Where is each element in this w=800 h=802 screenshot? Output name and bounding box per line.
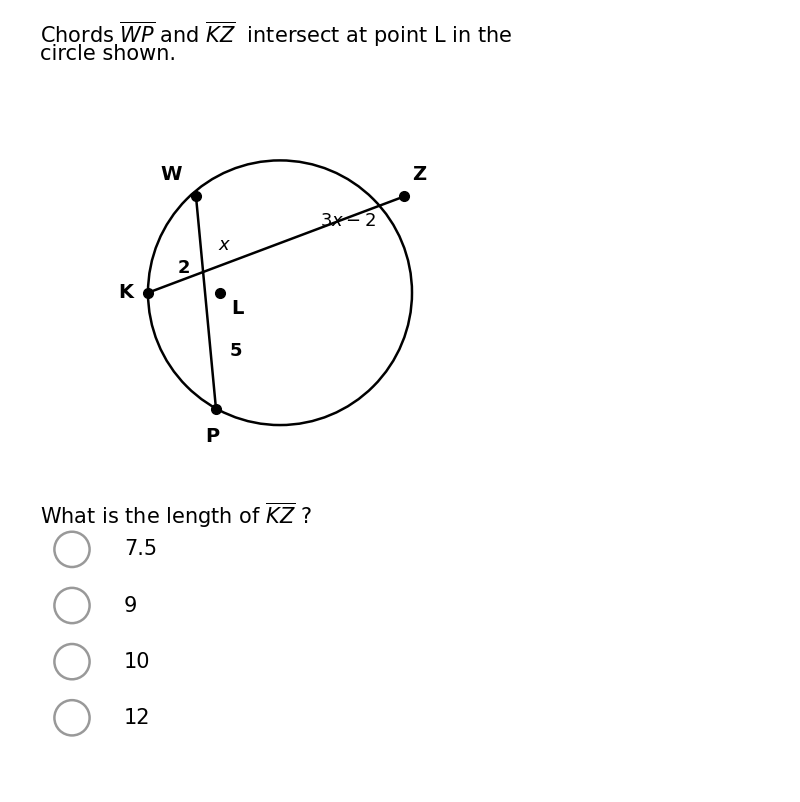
Text: 12: 12: [124, 708, 150, 727]
Text: Z: Z: [412, 165, 426, 184]
Text: Chords $\overline{WP}$ and $\overline{KZ}$  intersect at point L in the: Chords $\overline{WP}$ and $\overline{KZ…: [40, 20, 512, 49]
Text: 5: 5: [230, 342, 242, 360]
Text: 9: 9: [124, 596, 138, 615]
Text: $x$: $x$: [218, 236, 231, 253]
Text: P: P: [205, 427, 219, 446]
Text: L: L: [231, 299, 243, 318]
Text: $3x - 2$: $3x - 2$: [320, 212, 376, 229]
Text: 2: 2: [178, 259, 190, 277]
Text: circle shown.: circle shown.: [40, 44, 176, 64]
Text: What is the length of $\overline{KZ}$ ?: What is the length of $\overline{KZ}$ ?: [40, 501, 312, 530]
Text: 10: 10: [124, 652, 150, 671]
Text: K: K: [118, 283, 134, 302]
Text: 7.5: 7.5: [124, 540, 157, 559]
Text: W: W: [160, 165, 182, 184]
